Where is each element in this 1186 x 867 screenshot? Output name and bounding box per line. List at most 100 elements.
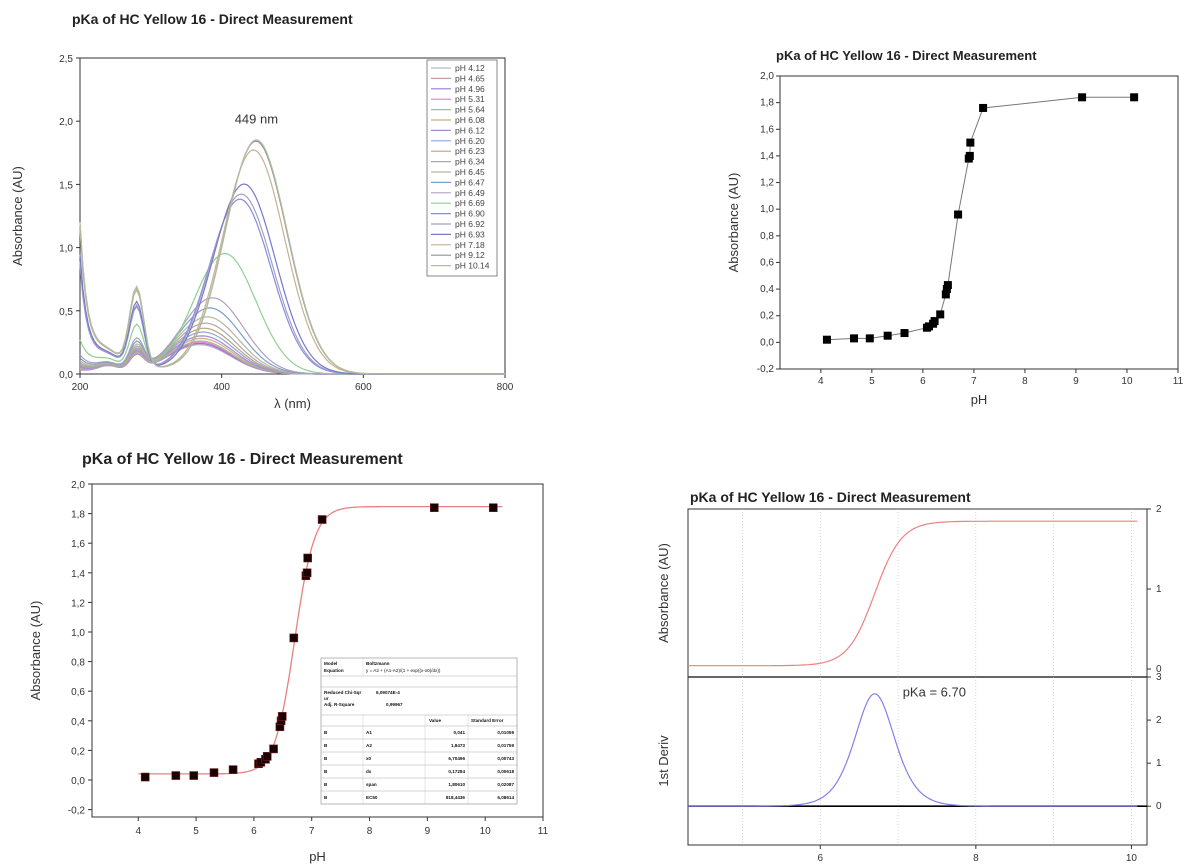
table-chi-value: 6,09074E-4 [376,690,400,695]
data-point [1130,93,1139,102]
data-point [228,765,238,774]
data-point [965,151,974,160]
data-point [317,515,327,524]
table-cell: 0,02087 [497,782,514,787]
chart-title: pKa of HC Yellow 16 - Direct Measurement [690,489,971,505]
chart-title: pKa of HC Yellow 16 - Direct Measurement [776,48,1037,63]
table-cell: span [366,782,377,787]
y-tick-label: 1,4 [71,569,85,580]
table-r2-value: 0,99967 [386,702,403,707]
data-point [954,210,963,219]
y-axis-label: Absorbance (AU) [10,166,25,266]
y-tick-label: 0,0 [760,337,774,348]
table-model-label: Model [324,661,337,666]
y-tick-label: 0,2 [760,311,774,322]
x-axis-label: pH [309,849,326,864]
table-cell: x0 [366,756,372,761]
spectra-chart-panel: pKa of HC Yellow 16 - Direct Measurement… [0,0,540,420]
table-r2-label: Adj. R-Square [324,702,355,707]
y-tick-label: 1,6 [71,539,85,550]
y-tick-label: 1,0 [760,204,774,215]
table-chi-label: Reduced Chi-Sqr [324,690,361,695]
pka-annotation: pKa = 6.70 [903,684,966,699]
legend-label: pH 6.69 [455,198,485,208]
data-point [140,772,150,782]
legend-label: pH 6.08 [455,115,485,125]
y-tick-label: -0,2 [68,806,86,817]
data-point [269,744,278,754]
y-tick-label: 2,0 [760,71,774,82]
x-tick-label: 10 [480,826,492,837]
y-tick-label: 2,5 [59,54,73,65]
legend-label: pH 6.93 [455,229,485,239]
x-tick-label: 6 [817,853,823,864]
y-tick-label: 0,5 [59,307,73,318]
peak-annotation: 449 nm [235,112,278,127]
data-point [943,281,952,290]
fit-curve [138,505,503,775]
y-tick-label: 0 [1156,664,1162,675]
y-axis-label: Absorbance (AU) [28,601,43,701]
data-point [849,334,858,343]
table-equation-value: y = A2 + (A1-A2)/(1 + exp((x-x0)/dx)) [366,668,441,673]
table-cell: 0,00618 [497,769,514,774]
data-point [189,771,199,780]
y-tick-label: 0 [1156,801,1162,812]
legend-label: pH 10.14 [455,261,490,271]
y-tick-label: 1,6 [760,124,774,135]
table-cell: B [324,769,328,774]
y-tick-label: 1,8 [760,98,774,109]
legend-label: pH 4.12 [455,63,485,73]
x-tick-label: 7 [309,826,315,837]
data-point [429,503,439,512]
absorbance-vs-ph-chart-panel: pKa of HC Yellow 16 - Direct Measurement… [700,36,1186,426]
x-tick-label: 5 [193,826,199,837]
y-tick-label: 0,4 [71,717,85,728]
legend-label: pH 6.12 [455,125,485,135]
y-tick-label: 1,0 [71,628,85,639]
table-chi-label-cont: ur [324,696,329,701]
table-cell: 6,70496 [448,756,465,761]
derivative-curve [688,693,1138,807]
legend-label: pH 6.20 [455,136,485,146]
data-point [924,322,933,331]
derivative-chart: pKa of HC Yellow 16 - Direct Measurement… [656,489,1162,864]
data-point [900,329,909,338]
y-tick-label: 0,4 [760,284,774,295]
x-tick-label: 400 [213,382,230,393]
y-axis-label-bottom: 1st Deriv [656,735,671,787]
plot-frame [779,75,1179,370]
spectrum-line [79,139,505,375]
legend-label: pH 6.23 [455,146,485,156]
x-tick-label: 10 [1126,853,1138,864]
legend-label: pH 6.92 [455,219,485,229]
y-tick-label: 2 [1156,715,1162,726]
table-cell: 1,8473 [451,743,465,748]
table-cell: 6,08614 [497,795,514,800]
table-cell: B [324,782,328,787]
table-cell: 0,00743 [497,756,514,761]
derivative-chart-panel: pKa of HC Yellow 16 - Direct Measurement… [640,480,1186,867]
y-tick-label: 0,0 [71,776,85,787]
data-line [826,96,1135,341]
x-tick-label: 8 [367,826,373,837]
x-tick-label: 4 [818,376,824,387]
data-point [303,553,312,563]
data-point [209,768,219,777]
x-tick-label: 7 [971,376,977,387]
table-equation-label: Equation [324,668,344,673]
y-tick-label: 1,8 [71,510,85,521]
table-cell: B [324,730,328,735]
absorbance-vs-ph-chart: pKa of HC Yellow 16 - Direct Measurement… [726,48,1184,407]
data-point [277,712,287,721]
x-axis-label: λ (nm) [274,396,311,411]
chart-title: pKa of HC Yellow 16 - Direct Measurement [72,11,353,27]
table-cell: B [324,795,328,800]
plot-frame [91,483,544,818]
table-cell: 0,01059 [497,730,514,735]
y-tick-label: 3 [1156,672,1162,683]
y-tick-label: 1 [1156,758,1162,769]
y-tick-label: 2,0 [71,480,85,491]
data-point [171,771,181,780]
table-cell: 0,17284 [448,769,465,774]
